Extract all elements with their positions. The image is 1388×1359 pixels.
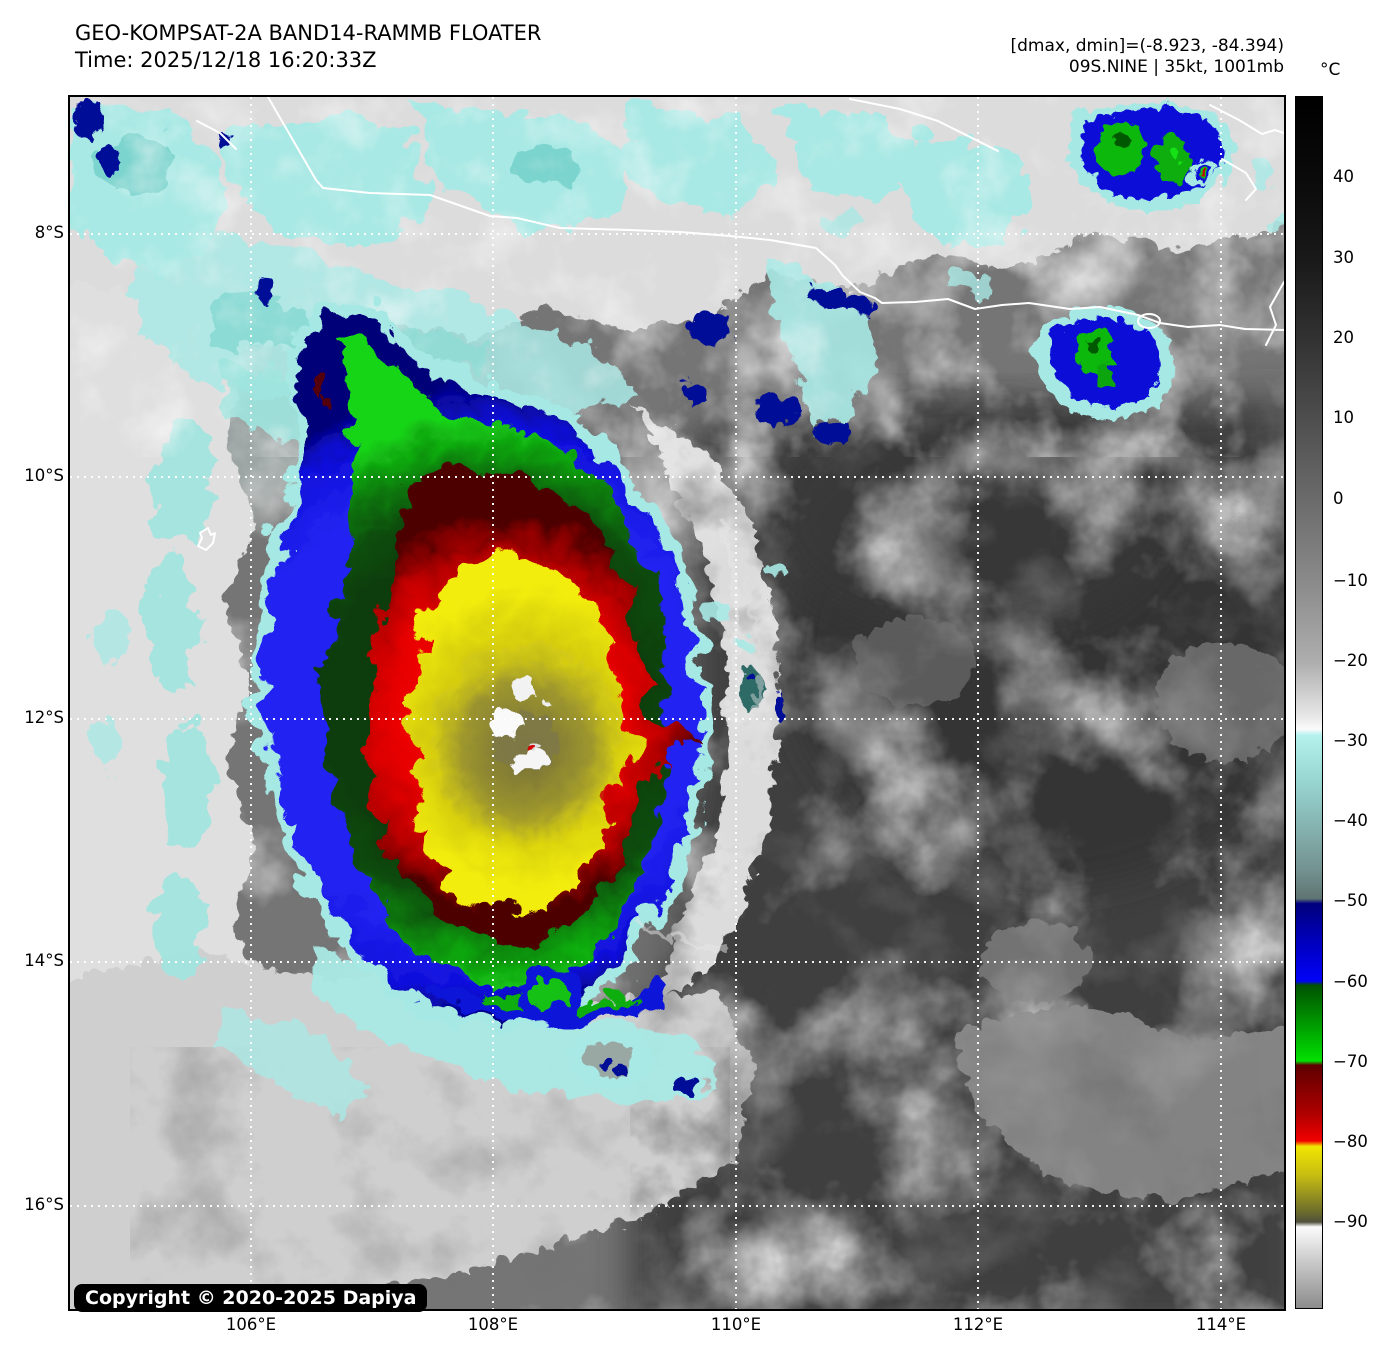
satellite-imagery — [70, 97, 1284, 1309]
lat-label-12s: 12°S — [24, 708, 64, 727]
gravity-wave-streaks — [628, 516, 766, 946]
lat-label-14s: 14°S — [24, 951, 64, 970]
product-title: GEO-KOMPSAT-2A BAND14-RAMMB FLOATER — [75, 21, 542, 45]
product-time: Time: 2025/12/18 16:20:33Z — [75, 48, 377, 72]
convective-cell-java-south — [1028, 302, 1170, 415]
lat-label-16s: 16°S — [24, 1195, 64, 1214]
cb-tick-m70: −70 — [1333, 1052, 1368, 1071]
cb-tick-30: 30 — [1333, 248, 1354, 267]
storm-eye — [484, 672, 552, 769]
lon-label-108e: 108°E — [467, 1315, 519, 1334]
lon-label-112e: 112°E — [952, 1315, 1004, 1334]
lat-label-10s: 10°S — [24, 466, 64, 485]
coastline — [196, 97, 1284, 551]
cb-tick-m30: −30 — [1333, 731, 1368, 750]
copyright-badge: Copyright © 2020-2025 Dapiya — [74, 1284, 428, 1312]
navy-cloud-specks — [70, 97, 872, 719]
storm-intensity-readout: 09S.NINE | 35kt, 1001mb — [1068, 57, 1284, 77]
temperature-colorbar — [1295, 96, 1323, 1309]
lon-label-114e: 114°E — [1195, 1315, 1247, 1334]
storm-arm-red-specks — [306, 374, 327, 404]
storm-system — [247, 287, 705, 1027]
island-outline — [197, 527, 216, 551]
cb-tick-m60: −60 — [1333, 972, 1368, 991]
cb-tick-m50: −50 — [1333, 891, 1368, 910]
cb-tick-m80: −80 — [1333, 1132, 1368, 1151]
storm-south-lumps — [426, 955, 658, 1017]
convective-cell-java-north — [1062, 97, 1232, 207]
satellite-map: Copyright © 2020-2025 Dapiya — [68, 95, 1286, 1312]
cb-tick-10: 10 — [1333, 408, 1354, 427]
title-block: GEO-KOMPSAT-2A BAND14-RAMMB FLOATER Time… — [75, 20, 542, 74]
cb-tick-20: 20 — [1333, 328, 1354, 347]
cloud-mottle-dark — [130, 377, 1284, 1309]
cb-tick-m20: −20 — [1333, 651, 1368, 670]
cb-tick-m40: −40 — [1333, 811, 1368, 830]
dmax-dmin-readout: [dmax, dmin]=(-8.923, -84.394) — [1010, 36, 1285, 56]
detached-cells-south — [562, 1024, 700, 1097]
cb-tick-m10: −10 — [1333, 571, 1368, 590]
cb-tick-40: 40 — [1333, 167, 1354, 186]
colorbar-unit-label: °C — [1320, 60, 1341, 80]
lon-label-110e: 110°E — [710, 1315, 762, 1334]
cb-tick-m90: −90 — [1333, 1212, 1368, 1231]
lat-label-8s: 8°S — [34, 223, 64, 242]
header-right: [dmax, dmin]=(-8.923, -84.394) 09S.NINE … — [1011, 36, 1285, 78]
cb-tick-0: 0 — [1333, 489, 1344, 508]
graticule-grid-lines — [70, 97, 1284, 1309]
lon-label-106e: 106°E — [225, 1315, 277, 1334]
